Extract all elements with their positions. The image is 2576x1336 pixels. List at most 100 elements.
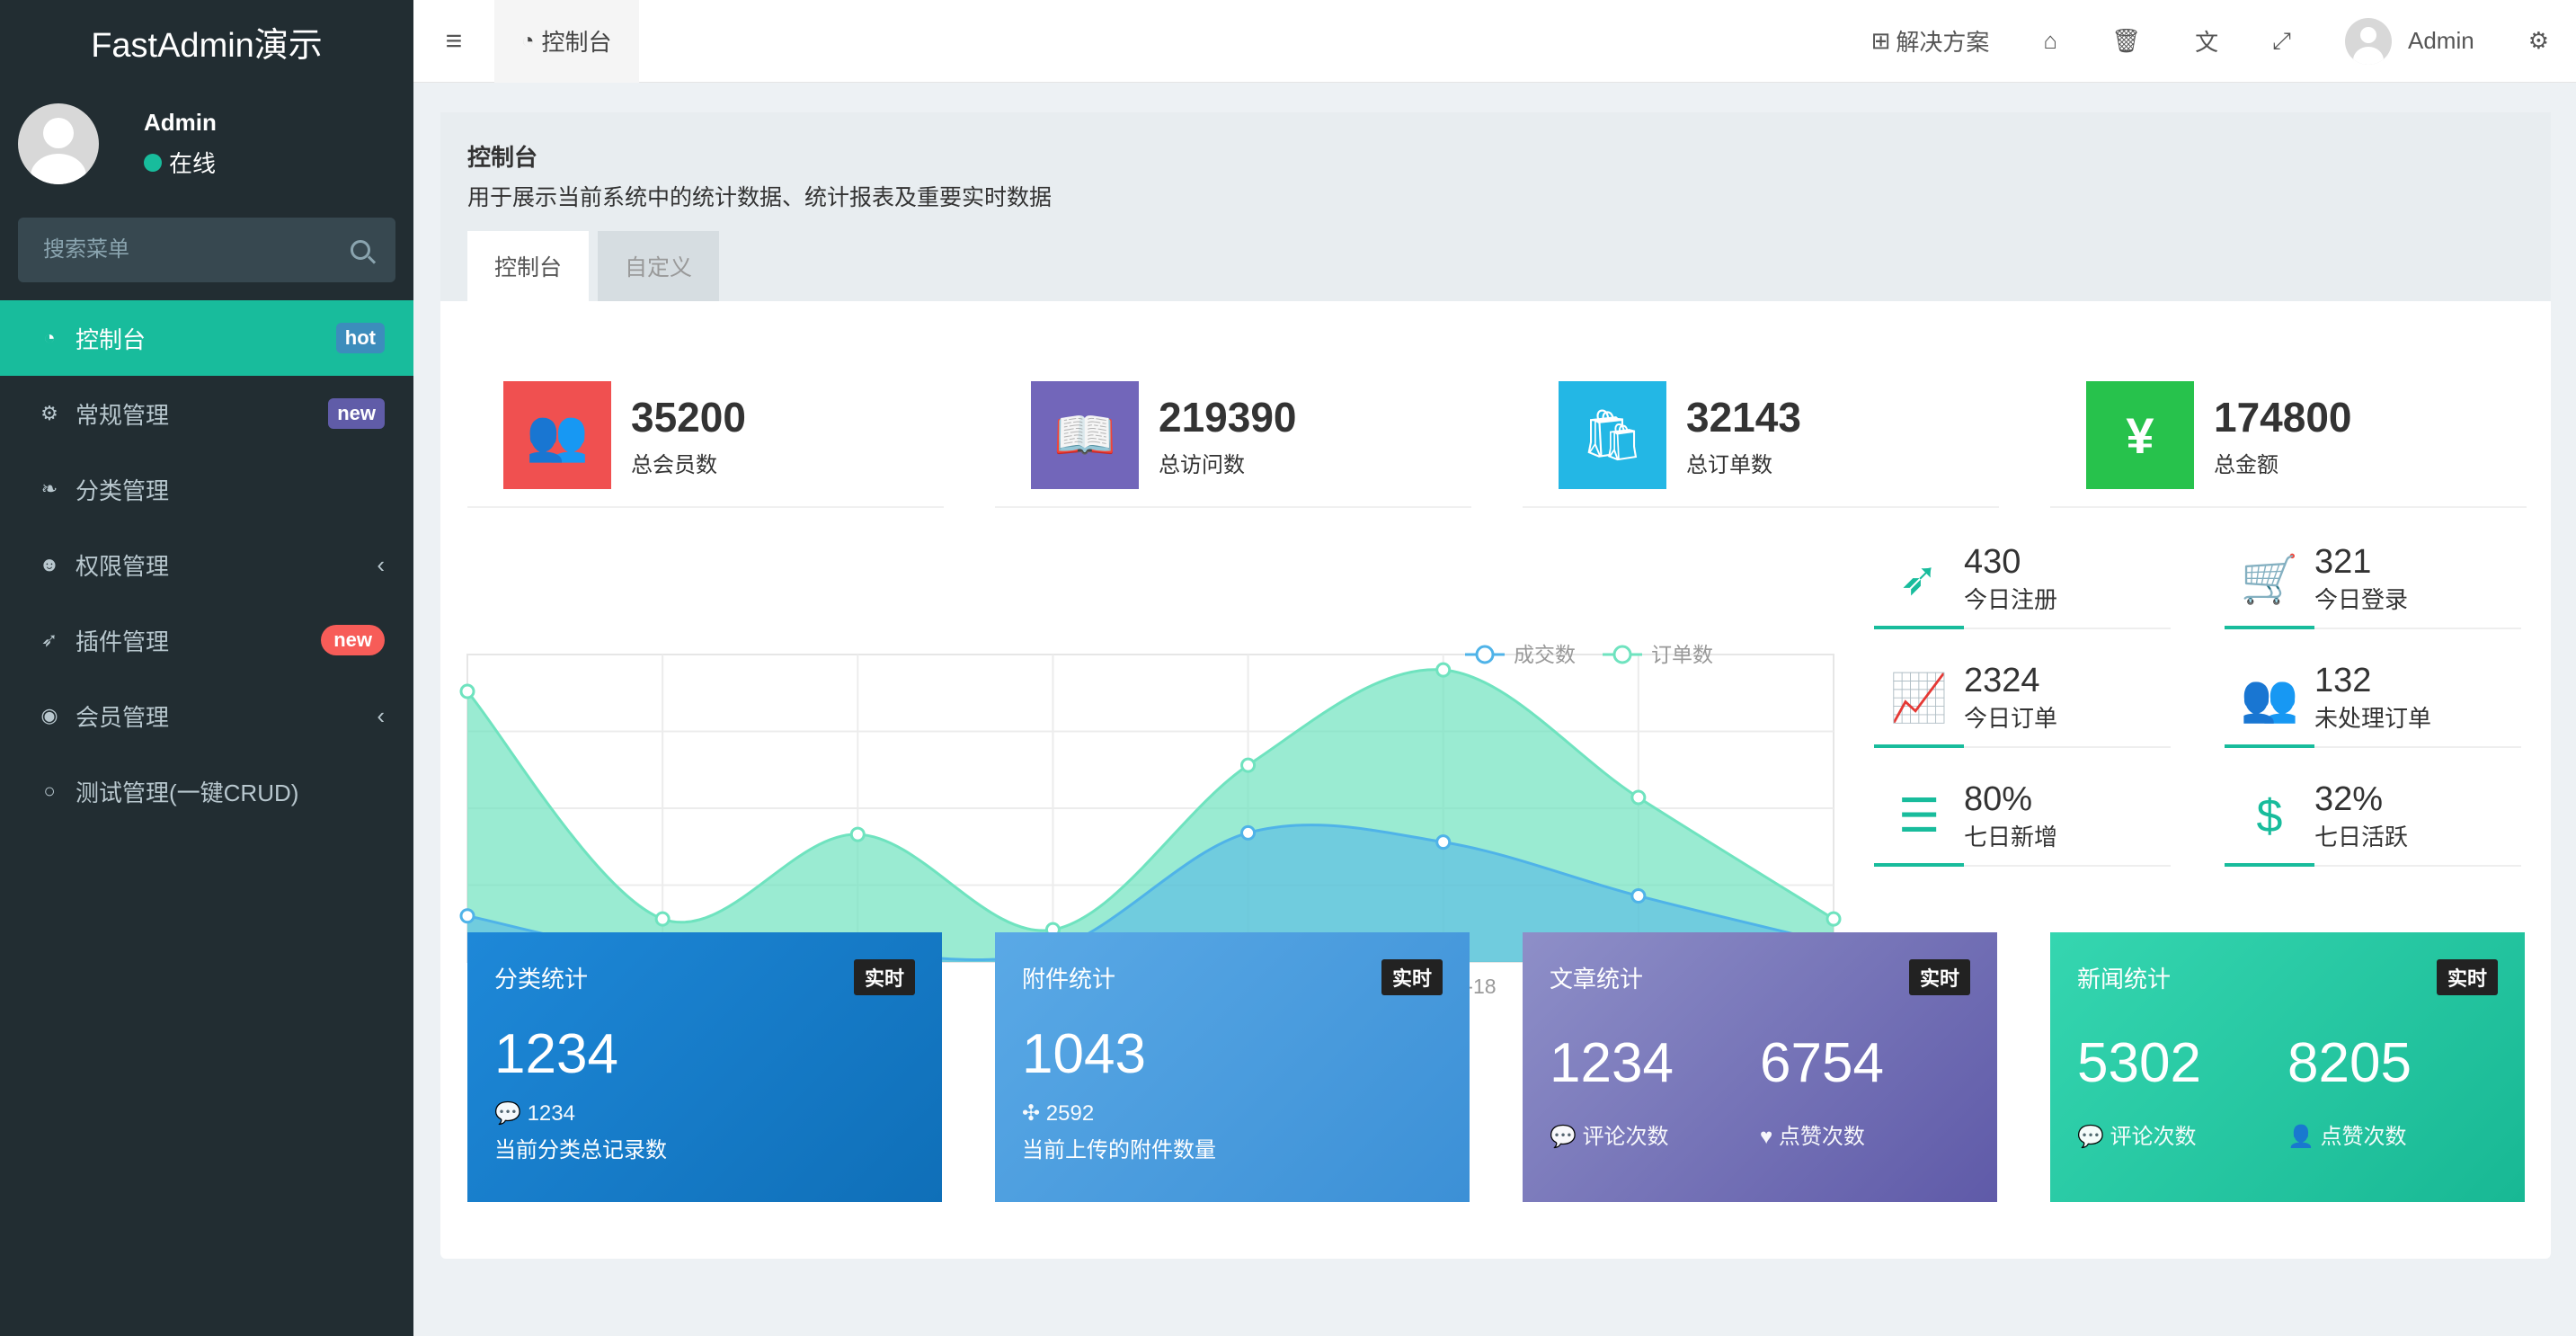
group-icon: ☻ (39, 553, 60, 575)
circle-icon: ○ (43, 779, 56, 802)
card-sub-value: 1234 (527, 1101, 575, 1126)
page-title: 控制台 (467, 144, 538, 171)
user-icon: 👤 (2287, 1125, 2314, 1149)
mini-stat-new7: ☰ 80% 七日新增 (1874, 768, 2171, 867)
chevron-left-icon: ‹ (377, 701, 385, 729)
sidebar-item-dashboard[interactable]: ◔ 控制台 hot (0, 300, 413, 376)
card-value: 1043 (1022, 1023, 1146, 1085)
mini-stat-login: 🛒 321 今日登录 (2225, 530, 2521, 629)
data-point (1435, 662, 1452, 678)
mini-stat-value: 430 (1964, 543, 2021, 581)
stat-label: 总订单数 (1686, 452, 1772, 477)
tab-custom[interactable]: 自定义 (598, 231, 720, 301)
book-icon: 📖 (1031, 381, 1139, 489)
card-news-stats: 新闻统计 实时 5302 💬 评论次数 8205 👤 点赞次数 (2050, 932, 2525, 1202)
sidebar-item-general[interactable]: ⚙ 常规管理 new (0, 376, 413, 451)
mini-stat-label: 七日新增 (1964, 824, 2058, 851)
stat-amount: ¥ 174800 总金额 (2050, 364, 2527, 508)
mini-stat-value: 32% (2314, 780, 2384, 818)
home-icon[interactable]: ⌂ (2043, 27, 2058, 54)
data-point (459, 908, 475, 924)
card-sub-label: 评论次数 (1582, 1125, 1669, 1149)
dashboard-icon: ◔ (43, 326, 56, 349)
users-icon: 👥 (2240, 672, 2299, 725)
users-icon: 👥 (503, 381, 611, 489)
data-point (1435, 834, 1452, 851)
language-icon[interactable]: 文 (2195, 29, 2219, 56)
brand-logo[interactable]: FastAdmin演示 (0, 0, 413, 83)
solutions-label: 解决方案 (1896, 29, 1990, 56)
sidebar-item-user[interactable]: ◉ 会员管理 ‹ (0, 678, 413, 753)
page-description: 用于展示当前系统中的统计数据、统计报表及重要实时数据 (467, 185, 1053, 210)
sidebar: FastAdmin演示 Admin 在线 ◔ 控制台 hot ⚙ 常规管理 ne… (0, 0, 413, 1336)
card-category-stats: 分类统计 实时 1234 💬 1234 当前分类总记录数 (467, 932, 942, 1202)
card-article-stats: 文章统计 实时 1234 💬 评论次数 6754 ♥ 点赞次数 (1523, 932, 1997, 1202)
mini-stat-label: 七日活跃 (2314, 824, 2409, 851)
search-icon[interactable] (351, 240, 370, 260)
online-dot-icon (144, 153, 162, 172)
card-desc: 当前分类总记录数 (494, 1138, 667, 1162)
stat-label: 总会员数 (631, 452, 717, 477)
sidebar-item-addon[interactable]: ➶ 插件管理 new (0, 602, 413, 678)
user-status: 在线 (144, 146, 217, 179)
legend-marker (1612, 645, 1632, 664)
avatar (18, 103, 99, 184)
solutions-link[interactable]: ⊞ 解决方案 (1844, 0, 2017, 83)
settings-icon[interactable]: ⚙ (2527, 27, 2549, 54)
card-sub-label: 评论次数 (2110, 1125, 2197, 1149)
new-badge: new (321, 625, 385, 655)
data-point (1630, 789, 1647, 806)
sidebar-item-category[interactable]: ❧ 分类管理 (0, 451, 413, 527)
sidebar-item-auth[interactable]: ☻ 权限管理 ‹ (0, 527, 413, 602)
card-value: 5302 (2077, 1032, 2201, 1094)
fullscreen-icon[interactable]: ⤢ (2272, 26, 2291, 54)
sidebar-item-test[interactable]: ○ 测试管理(一键CRUD) (0, 753, 413, 829)
card-sub-label: 点赞次数 (1778, 1125, 1865, 1149)
mini-stat-value: 2324 (1964, 662, 2040, 699)
data-point (654, 911, 671, 927)
new-badge: new (328, 398, 385, 429)
user-menu[interactable]: Admin (2318, 0, 2501, 83)
panel-tabs: 控制台 自定义 (467, 231, 728, 301)
comment-icon: 💬 (494, 1101, 521, 1126)
user-menu-name: Admin (2407, 27, 2474, 54)
stat-value: 35200 (631, 393, 746, 441)
stat-visits: 📖 219390 总访问数 (995, 364, 1471, 508)
realtime-tag: 实时 (2436, 959, 2498, 995)
stat-value: 174800 (2214, 393, 2352, 441)
search-input[interactable] (43, 237, 351, 263)
mini-stat-label: 未处理订单 (2314, 705, 2432, 732)
pinwheel-icon: ✣ (1022, 1101, 1041, 1126)
mini-stat-orders: 📈 2324 今日订单 (1874, 649, 2171, 748)
rocket-icon: ➶ (1899, 553, 1939, 605)
yen-icon: ¥ (2086, 381, 2194, 489)
stat-orders: 🛍 32143 总订单数 (1523, 364, 1999, 508)
tab-dashboard[interactable]: ◔ 控制台 (494, 0, 639, 83)
stat-value: 219390 (1159, 393, 1297, 441)
chevron-left-icon: ‹ (377, 550, 385, 578)
card-title: 新闻统计 (2077, 965, 2172, 993)
sidebar-item-label: 测试管理(一键CRUD) (76, 779, 299, 806)
sidebar-item-label: 权限管理 (76, 552, 170, 580)
top-navbar: ≡ ◔ 控制台 ⊞ 解决方案 ⌂ 🗑 文 ⤢ Admin ⚙ (413, 0, 2576, 83)
hot-badge: hot (335, 323, 385, 353)
card-desc: 当前上传的附件数量 (1022, 1138, 1216, 1162)
shopping-bag-icon: 🛍 (1559, 381, 1666, 489)
heart-icon: ♥ (1760, 1125, 1773, 1149)
user-panel: Admin 在线 (0, 83, 413, 205)
cogs-icon: ⚙ (40, 402, 58, 424)
mini-stat-value: 132 (2314, 662, 2372, 699)
tab-label: 控制台 (541, 29, 612, 56)
card-value: 6754 (1760, 1032, 1884, 1094)
menu-toggle-icon[interactable]: ≡ (445, 24, 463, 57)
trash-icon[interactable]: 🗑 (2111, 27, 2142, 54)
stat-members: 👥 35200 总会员数 (467, 364, 944, 508)
realtime-tag: 实时 (853, 959, 915, 995)
legend-label: 订单数 (1651, 643, 1713, 666)
tab-dashboard-panel[interactable]: 控制台 (467, 231, 590, 301)
dashboard-panel: 控制台 用于展示当前系统中的统计数据、统计报表及重要实时数据 控制台 自定义 👥… (440, 112, 2551, 1259)
realtime-tag: 实时 (1381, 959, 1443, 995)
data-point (1630, 887, 1647, 904)
data-point (1240, 824, 1257, 841)
user-name: Admin (144, 109, 217, 136)
